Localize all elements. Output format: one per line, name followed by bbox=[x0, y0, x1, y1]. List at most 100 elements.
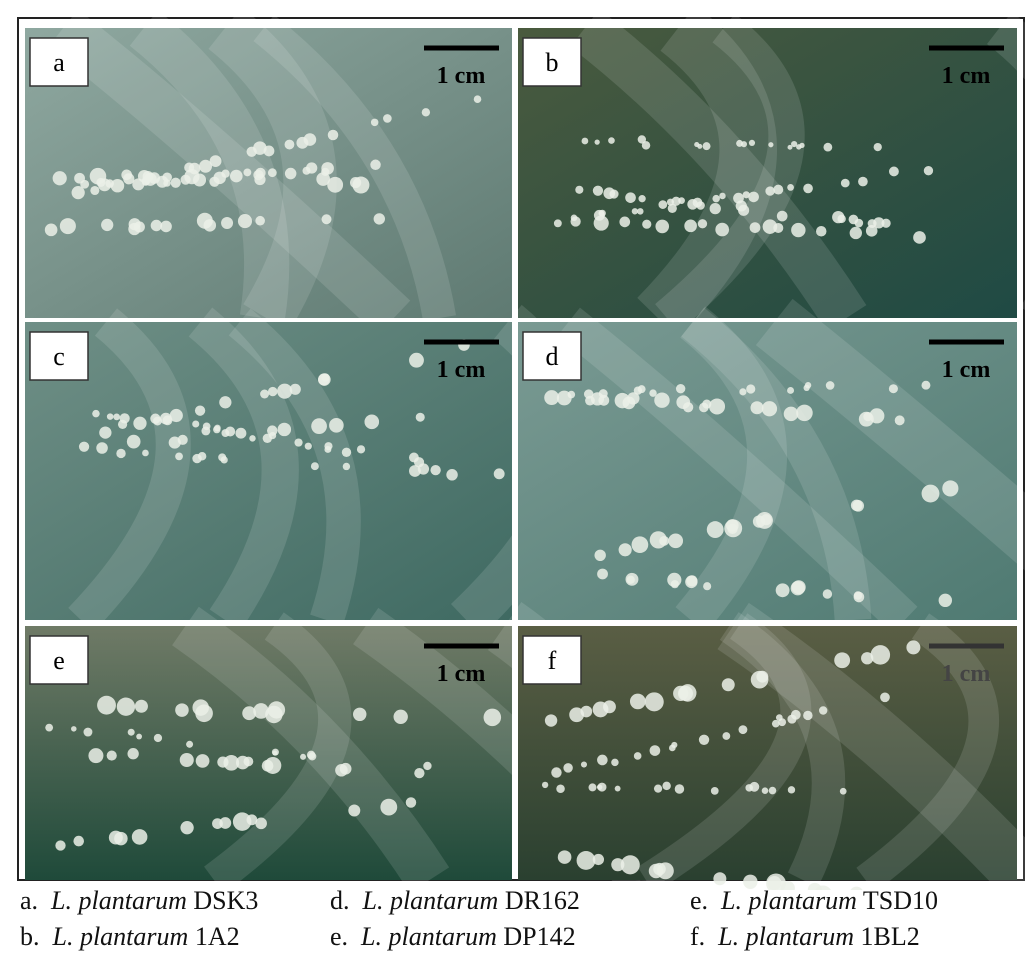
caption-letter: e. bbox=[690, 886, 708, 915]
colony bbox=[90, 186, 99, 195]
colony bbox=[796, 405, 813, 422]
colony bbox=[632, 536, 649, 553]
colony bbox=[707, 521, 724, 538]
colony bbox=[819, 706, 827, 714]
colony bbox=[353, 708, 366, 721]
colony bbox=[308, 752, 316, 760]
colony bbox=[268, 387, 277, 396]
colony bbox=[186, 741, 193, 748]
colony bbox=[889, 384, 898, 393]
colony bbox=[768, 142, 773, 147]
colony bbox=[380, 799, 397, 816]
colony bbox=[621, 855, 640, 874]
colony bbox=[213, 426, 220, 433]
colony bbox=[703, 142, 711, 150]
colony bbox=[184, 169, 199, 184]
colony bbox=[219, 396, 231, 408]
colony bbox=[296, 137, 308, 149]
colony bbox=[113, 413, 120, 420]
colony bbox=[713, 872, 726, 885]
caption-species: L. plantarum bbox=[363, 886, 499, 915]
colony bbox=[542, 782, 548, 788]
colony bbox=[861, 652, 873, 664]
colony bbox=[160, 221, 172, 233]
colony bbox=[906, 640, 920, 654]
colony bbox=[626, 573, 639, 586]
colony bbox=[218, 453, 226, 461]
colony bbox=[247, 147, 257, 157]
colony bbox=[654, 392, 669, 407]
colony bbox=[826, 381, 835, 390]
colony bbox=[88, 748, 103, 763]
page: {"panels": [ {"label": "a", "scale": "1 … bbox=[0, 0, 1026, 965]
colony bbox=[45, 724, 53, 732]
colony bbox=[178, 435, 188, 445]
colony bbox=[128, 223, 140, 235]
colony bbox=[858, 177, 868, 187]
colony bbox=[668, 533, 683, 548]
colony bbox=[383, 114, 392, 123]
colony bbox=[849, 215, 859, 225]
colony bbox=[745, 784, 753, 792]
colony bbox=[162, 172, 172, 182]
colony bbox=[834, 652, 850, 668]
colony bbox=[776, 583, 790, 597]
colony bbox=[733, 193, 744, 204]
colony bbox=[577, 851, 596, 870]
colony bbox=[699, 735, 709, 745]
colony bbox=[135, 700, 148, 713]
caption: a. L. plantarum DSK3 bbox=[20, 886, 258, 916]
colony bbox=[348, 805, 360, 817]
colony bbox=[96, 442, 108, 454]
colony bbox=[127, 435, 141, 449]
caption: d. L. plantarum DR162 bbox=[330, 886, 580, 916]
colony bbox=[597, 569, 608, 580]
colony bbox=[180, 753, 194, 767]
colony bbox=[418, 463, 429, 474]
colony bbox=[751, 671, 769, 689]
colony bbox=[880, 692, 890, 702]
colony bbox=[357, 445, 365, 453]
panel-label: e bbox=[53, 646, 65, 675]
colony bbox=[265, 706, 282, 723]
colony bbox=[311, 462, 319, 470]
colony bbox=[662, 782, 670, 790]
scale-bar-label: 1 cm bbox=[942, 63, 991, 89]
panel-label: f bbox=[548, 646, 557, 675]
colony bbox=[99, 426, 111, 438]
colony bbox=[132, 829, 148, 845]
colony bbox=[305, 443, 312, 450]
colony bbox=[321, 373, 329, 381]
colony bbox=[223, 755, 239, 771]
colony bbox=[196, 754, 210, 768]
colony bbox=[117, 698, 135, 716]
colony bbox=[895, 415, 905, 425]
colony bbox=[105, 179, 114, 188]
panel-label: d bbox=[546, 342, 559, 371]
colony bbox=[198, 452, 206, 460]
caption-species: L. plantarum bbox=[51, 886, 187, 915]
colony bbox=[171, 178, 181, 188]
colony bbox=[581, 761, 587, 767]
colony bbox=[881, 219, 890, 228]
colony bbox=[823, 143, 832, 152]
colony bbox=[634, 752, 642, 760]
colony bbox=[791, 141, 797, 147]
colony bbox=[748, 192, 759, 203]
colony bbox=[710, 203, 721, 214]
colony bbox=[597, 783, 606, 792]
colony bbox=[128, 729, 135, 736]
colony bbox=[118, 420, 127, 429]
caption-species: L. plantarum bbox=[53, 922, 189, 951]
caption-strain: TSD10 bbox=[863, 886, 938, 915]
colony bbox=[107, 413, 114, 420]
colony bbox=[841, 179, 850, 188]
scale-bar-label: 1 cm bbox=[437, 661, 486, 687]
colony bbox=[630, 694, 646, 710]
colony bbox=[195, 704, 213, 722]
colony bbox=[832, 211, 844, 223]
colony bbox=[340, 763, 352, 775]
colony bbox=[262, 760, 274, 772]
colony bbox=[409, 353, 424, 368]
colony bbox=[300, 754, 306, 760]
